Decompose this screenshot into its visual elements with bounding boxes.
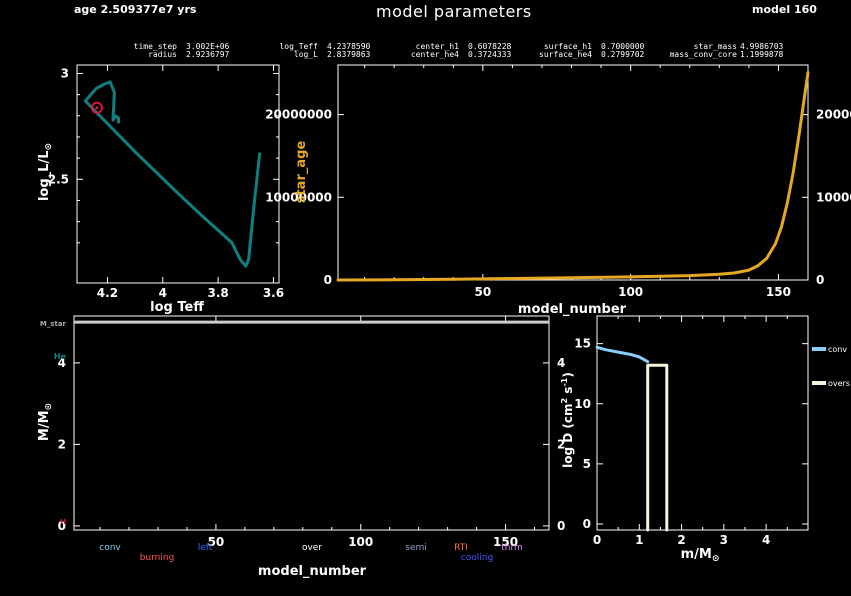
star-age-plot: 50 100 150 0 0 10000000 10000 20000000 20000 bbox=[265, 64, 851, 299]
mix-legend-conv: conv bbox=[828, 345, 847, 354]
info-label: surface_h1 bbox=[543, 42, 592, 51]
hr-x-tick-label: 4 bbox=[159, 286, 167, 300]
hr-x-tick-label: 4.2 bbox=[97, 286, 118, 300]
info-value: 4.9986703 bbox=[740, 42, 784, 51]
mix-y-tick-label: 15 bbox=[574, 337, 591, 351]
kip-y-axis-label: M/M⊙ bbox=[37, 403, 54, 441]
mix-overs-line bbox=[646, 363, 669, 532]
age-y-right-tick-label: 10000 bbox=[816, 190, 851, 204]
kip-right-axis-label: log D (cm2 s-1) bbox=[560, 372, 575, 468]
kip-h-label: H bbox=[60, 518, 66, 526]
age-label: age 2.509377e7 yrs bbox=[74, 3, 197, 16]
mix-x-tick-label: 3 bbox=[720, 533, 728, 547]
info-value: 3.002E+06 bbox=[186, 42, 230, 51]
age-y-right-tick-label: 20000 bbox=[816, 108, 851, 122]
mix-y-tick-label: 10 bbox=[574, 397, 591, 411]
hr-track-line bbox=[83, 80, 262, 268]
age-y-tick-label: 0 bbox=[324, 273, 332, 287]
kip-legend-RTI: RTI bbox=[454, 543, 468, 553]
info-label: radius bbox=[148, 50, 177, 59]
info-value: 2.9236797 bbox=[186, 50, 230, 59]
info-value: 2.8379863 bbox=[327, 50, 371, 59]
kip-x-tick-label: 150 bbox=[493, 535, 518, 549]
kip-x-axis-label: model_number bbox=[258, 564, 367, 579]
kip-y-right-tick-label: 4 bbox=[557, 356, 565, 370]
kip-y-tick-label: 2 bbox=[58, 437, 66, 451]
kip-legend-semi: semi bbox=[405, 543, 427, 553]
kip-legend-left: left bbox=[198, 543, 213, 553]
hr-x-axis-label: log Teff bbox=[150, 300, 204, 315]
info-value: 1.1999878 bbox=[740, 50, 784, 59]
mix-y-tick-label: 0 bbox=[583, 517, 591, 531]
star-age-line bbox=[336, 71, 810, 282]
kip-star-mass-label: M_star bbox=[40, 320, 67, 328]
age-x-tick-label: 50 bbox=[474, 285, 491, 299]
info-label: log_Teff bbox=[279, 42, 318, 51]
mix-frame bbox=[596, 315, 809, 531]
info-value: 0.7000000 bbox=[601, 42, 645, 51]
kip-he-label: He bbox=[54, 352, 67, 361]
info-label: surface_he4 bbox=[539, 50, 592, 59]
age-x-tick-label: 150 bbox=[766, 285, 791, 299]
mix-x-tick-label: 4 bbox=[762, 533, 770, 547]
mix-x-tick-label: 1 bbox=[635, 533, 643, 547]
hr-y-tick-label: 2.5 bbox=[48, 172, 69, 186]
info-label: center_h1 bbox=[415, 42, 459, 51]
kip-frame bbox=[73, 315, 550, 531]
kip-legend-thrm: thrm bbox=[501, 543, 523, 553]
kip-x-tick-label: 100 bbox=[348, 535, 373, 549]
info-value: 4.2378590 bbox=[327, 42, 371, 51]
age-y-tick-label: 20000000 bbox=[265, 108, 332, 122]
kip-y-tick-label: 4 bbox=[58, 356, 66, 370]
age-y-right-tick-label: 0 bbox=[816, 273, 824, 287]
hr-current-model-marker bbox=[90, 101, 103, 114]
mixing-profile-plot: 0 1 2 3 4 0 5 10 15 conv overs bbox=[574, 315, 850, 547]
kip-legend-burning: burning bbox=[140, 553, 175, 563]
info-label: mass_conv_core bbox=[669, 50, 737, 59]
age-x-tick-label: 100 bbox=[618, 285, 643, 299]
age-frame bbox=[337, 64, 809, 281]
kip-y-tick-label: 0 bbox=[58, 519, 66, 533]
hr-frame bbox=[76, 64, 280, 284]
info-label: time_step bbox=[133, 42, 177, 51]
kip-legend-cooling: cooling bbox=[461, 553, 493, 563]
kip-legend-conv: conv bbox=[99, 543, 121, 553]
page-title: model parameters bbox=[376, 2, 532, 21]
mix-legend-overs: overs bbox=[828, 379, 850, 388]
info-value: 0.3724333 bbox=[468, 50, 512, 59]
model-number-label: model 160 bbox=[752, 3, 817, 16]
info-label: star_mass bbox=[693, 42, 737, 51]
kip-y-right-tick-label: 0 bbox=[557, 519, 565, 533]
kip-legend-over: over bbox=[302, 543, 322, 553]
mix-x-tick-label: 2 bbox=[677, 533, 685, 547]
hr-x-tick-label: 3.6 bbox=[263, 286, 284, 300]
info-label: center_he4 bbox=[410, 50, 459, 59]
mix-x-axis-label: m/M⊙ bbox=[681, 547, 720, 564]
kip-y-right-tick-label: 2 bbox=[557, 437, 565, 451]
hr-current-model-dot bbox=[95, 106, 99, 110]
age-x-axis-label: model_number bbox=[518, 302, 627, 317]
info-label: log_L bbox=[293, 50, 318, 59]
hr-diagram: 4.2 4 3.8 3.6 2.5 3 bbox=[48, 64, 284, 300]
age-y-tick-label: 10000000 bbox=[265, 190, 332, 204]
mix-y-tick-label: 5 bbox=[583, 457, 591, 471]
kip-x-tick-label: 50 bbox=[208, 535, 225, 549]
hr-y-tick-label: 3 bbox=[61, 66, 69, 80]
hr-x-tick-label: 3.8 bbox=[207, 286, 228, 300]
mix-conv-line bbox=[595, 345, 650, 364]
mix-x-tick-label: 0 bbox=[593, 533, 601, 547]
hr-y-axis-label: log_L/L⊙ bbox=[37, 143, 54, 201]
info-value: 0.2799702 bbox=[601, 50, 645, 59]
age-y-axis-label: star_age bbox=[294, 141, 309, 204]
info-value: 0.6078228 bbox=[468, 42, 512, 51]
